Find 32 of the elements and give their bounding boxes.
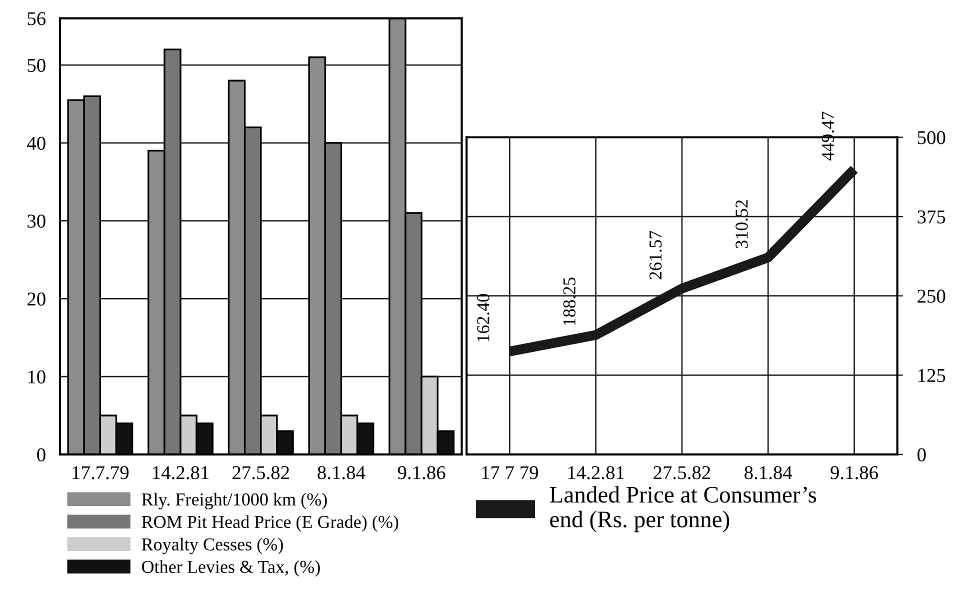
y2-tick-label: 125 <box>918 369 946 382</box>
legend-label: Royalty Cesses (%) <box>142 538 283 554</box>
y2-tick-label: 375 <box>918 210 946 224</box>
x-tick-label: 9.1.86 <box>830 466 878 480</box>
x-tick-label: 27.5.82 <box>654 466 710 480</box>
y2-tick-label: 250 <box>918 290 946 303</box>
y-tick-label: 30 <box>28 214 46 228</box>
x-tick-label: 8.1.84 <box>744 466 792 480</box>
y-tick-label: 40 <box>27 136 46 150</box>
legend-label: Rly. Freight/1000 km (%) <box>142 492 327 510</box>
x-tick-label: 17 7 79 <box>482 466 538 480</box>
x-tick-label: 8.1.84 <box>318 466 366 480</box>
data-label: 188.25 <box>563 278 576 325</box>
data-label: 310.52 <box>736 200 748 248</box>
y2-tick-label: 500 <box>918 131 946 144</box>
legend-label: Other Levies & Tax, (%) <box>142 560 320 577</box>
y2-tick-label: 0 <box>918 448 926 462</box>
x-tick-label: 14.2.81 <box>568 466 624 480</box>
x-tick-label: 14.2.81 <box>153 466 209 480</box>
data-label: 449.47 <box>822 112 834 160</box>
y-tick-label: 10 <box>28 370 46 384</box>
y-tick-label: 20 <box>28 292 46 306</box>
x-tick-label: 27.5.82 <box>232 466 289 480</box>
y-tick-label: 50 <box>28 58 46 72</box>
y-tick-label: 0 <box>37 448 46 462</box>
data-label: 162.40 <box>477 294 490 342</box>
data-label: 261.57 <box>649 230 662 280</box>
x-tick-label: 17.7.79 <box>72 466 129 480</box>
legend-label: ROM Pit Head Price (E Grade) (%) <box>142 515 398 532</box>
y-tick-label: 56 <box>28 12 46 26</box>
x-tick-label: 9.1.86 <box>398 466 446 480</box>
legend-label: Landed Price at Consumer’s end (Rs. per tonne) <box>550 486 816 532</box>
